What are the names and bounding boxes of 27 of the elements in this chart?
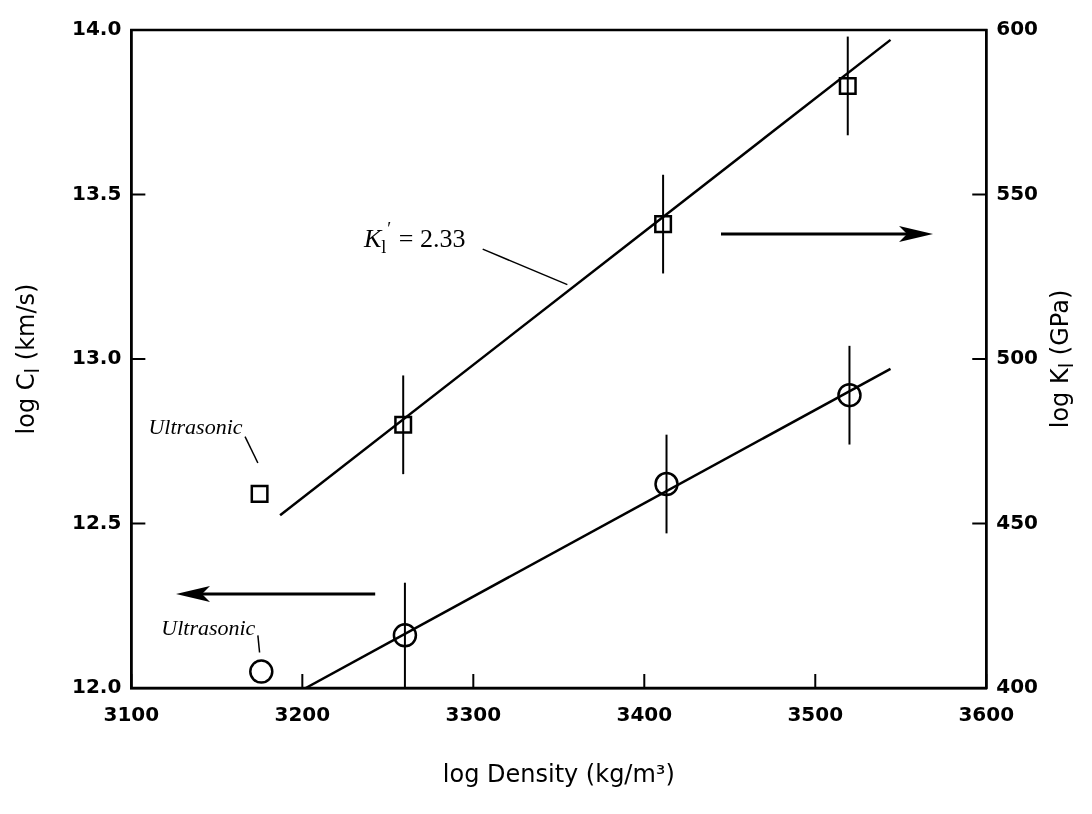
- x-tick-label: 3600: [958, 702, 1015, 727]
- annotation: Ultrasonic: [161, 614, 256, 640]
- y-tick-label: 12.0: [71, 674, 122, 699]
- point: [250, 484, 269, 503]
- y2-tick-label: 600: [996, 16, 1038, 41]
- y2-tick-label: 550: [996, 180, 1038, 205]
- y-tick-label: 12.5: [71, 509, 122, 534]
- y2-tick-label: 450: [996, 509, 1038, 534]
- x-tick-label: 3200: [274, 702, 331, 727]
- x-tick-label: 3400: [616, 702, 673, 727]
- x-tick-label: 3100: [103, 702, 160, 727]
- point: [838, 76, 857, 95]
- x-tick-label: 3300: [445, 702, 502, 727]
- point: [392, 623, 418, 648]
- point: [837, 382, 862, 408]
- y2-tick-label: 400: [996, 674, 1038, 699]
- y-tick-label: 13.5: [71, 180, 122, 205]
- y-tick-label: 14.0: [71, 16, 122, 41]
- y-tick-label: 13.0: [71, 345, 122, 370]
- point: [654, 471, 679, 497]
- point: [249, 659, 274, 684]
- point: [394, 415, 413, 434]
- point: [654, 215, 673, 234]
- x-tick-label: 3500: [787, 702, 844, 727]
- annotation: Ultrasonic: [148, 413, 243, 439]
- y2-tick-label: 500: [996, 345, 1038, 370]
- x-axis-title: log Density (kg/m³): [442, 760, 675, 788]
